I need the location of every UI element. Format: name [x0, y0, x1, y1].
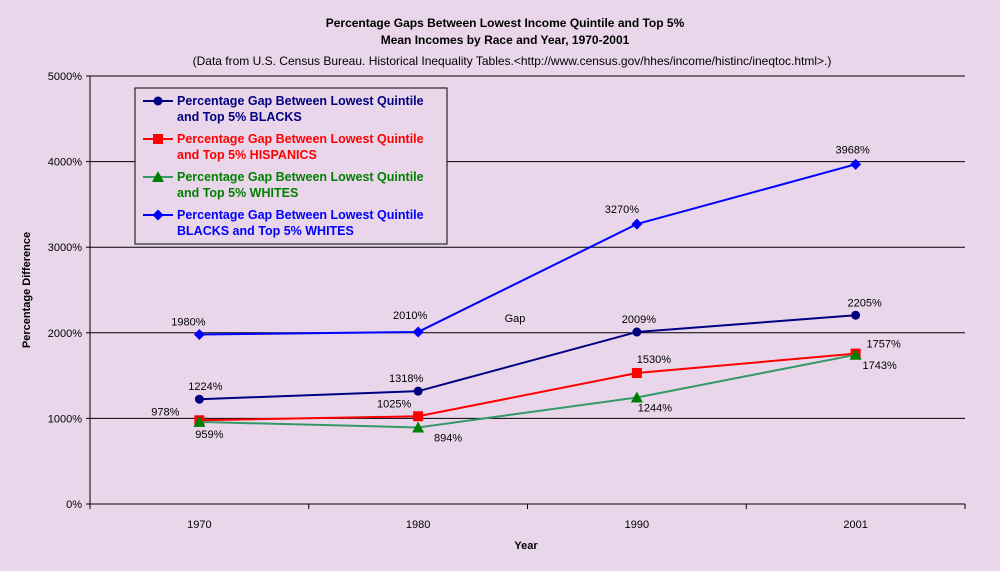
x-axis-label: Year: [514, 540, 538, 552]
legend-box: [134, 87, 448, 245]
data-label: 2205%: [847, 297, 881, 309]
data-label: 959%: [195, 429, 223, 441]
series-line: [199, 353, 856, 429]
legend-item-3: Percentage Gap Between Lowest Quintile an…: [143, 170, 424, 200]
chart-title: Percentage Gaps Between Lowest Income Qu…: [193, 16, 832, 68]
data-point: [631, 368, 642, 379]
data-point: [152, 171, 164, 182]
y-tick-label: 4000%: [48, 157, 82, 169]
data-point: [193, 415, 206, 427]
x-tick-label: 2001: [843, 519, 867, 531]
y-tick-label: 5000%: [48, 71, 82, 83]
data-point: [193, 329, 205, 341]
data-label: 3968%: [835, 144, 869, 156]
data-point: [412, 421, 425, 433]
series-2: [194, 348, 861, 426]
data-point: [194, 394, 204, 404]
data-point: [413, 411, 424, 422]
data-label: 1025%: [377, 398, 411, 410]
chart-subtitle: (Data from U.S. Census Bureau. Historica…: [193, 54, 832, 68]
data-label: 1318%: [389, 373, 423, 385]
y-axis-label: Percentage Difference: [21, 232, 33, 348]
legend-label: and Top 5% BLACKS: [177, 110, 302, 124]
data-point: [152, 209, 164, 221]
legend-item-4: Percentage Gap Between Lowest Quintile BL…: [143, 208, 424, 238]
legend-label: Percentage Gap Between Lowest Quintile: [177, 170, 424, 184]
series-line: [199, 352, 856, 422]
legend-item-1: Percentage Gap Between Lowest Quintile an…: [143, 94, 424, 124]
legend-item-2: Percentage Gap Between Lowest Quintile an…: [143, 132, 424, 162]
data-point: [632, 327, 642, 337]
data-point: [849, 348, 862, 360]
data-point: [631, 218, 643, 230]
y-axis: 0% 1000% 2000% 3000% 4000% 5000%: [48, 71, 91, 511]
x-tick-label: 1990: [625, 519, 649, 531]
legend-label: and Top 5% HISPANICS: [177, 148, 317, 162]
y-tick-label: 1000%: [48, 413, 82, 425]
series-line: [199, 314, 856, 401]
x-tick-label: 1980: [406, 519, 430, 531]
data-label: 1244%: [638, 403, 672, 415]
y-tick-label: 2000%: [48, 328, 82, 340]
legend: Percentage Gap Between Lowest Quintile an…: [134, 87, 448, 245]
gap-annotation: Gap: [505, 313, 526, 325]
data-label: 894%: [434, 432, 462, 444]
chart-title-line-2: Mean Incomes by Race and Year, 1970-2001: [381, 33, 630, 47]
data-point: [413, 386, 423, 396]
legend-label: Percentage Gap Between Lowest Quintile: [177, 132, 424, 146]
data-point: [851, 310, 861, 320]
data-point: [412, 326, 424, 338]
legend-label: BLACKS and Top 5% WHITES: [177, 224, 354, 238]
data-label: 1224%: [188, 381, 222, 393]
data-label: 1980%: [171, 317, 205, 329]
data-label: 1530%: [637, 354, 671, 366]
data-label: 978%: [151, 406, 179, 418]
data-labels: 1224% 1318% 2009% 2205% 978% 1025% 1530% 1757% 9…: [151, 144, 901, 444]
data-point: [153, 134, 163, 144]
data-point: [153, 96, 163, 106]
x-axis: 1970 1980 1990 2001: [89, 503, 966, 531]
y-tick-label: 3000%: [48, 242, 82, 254]
y-tick-label: 0%: [66, 499, 82, 511]
data-point: [850, 158, 862, 170]
x-tick-label: 1970: [187, 519, 211, 531]
legend-label: and Top 5% WHITES: [177, 186, 298, 200]
data-label: 1757%: [866, 339, 900, 351]
data-label: 2009%: [622, 314, 656, 326]
series-4: [193, 158, 862, 341]
chart-title-line-1: Percentage Gaps Between Lowest Income Qu…: [326, 16, 685, 30]
series-group: [193, 158, 862, 433]
data-label: 2010%: [393, 310, 427, 322]
legend-label: Percentage Gap Between Lowest Quintile: [177, 208, 424, 222]
data-label: 3270%: [605, 204, 639, 216]
data-label: 1743%: [862, 360, 896, 372]
series-1: [194, 310, 861, 404]
series-3: [193, 348, 862, 433]
data-point: [630, 391, 643, 403]
series-line: [199, 163, 856, 336]
legend-label: Percentage Gap Between Lowest Quintile: [177, 94, 424, 108]
